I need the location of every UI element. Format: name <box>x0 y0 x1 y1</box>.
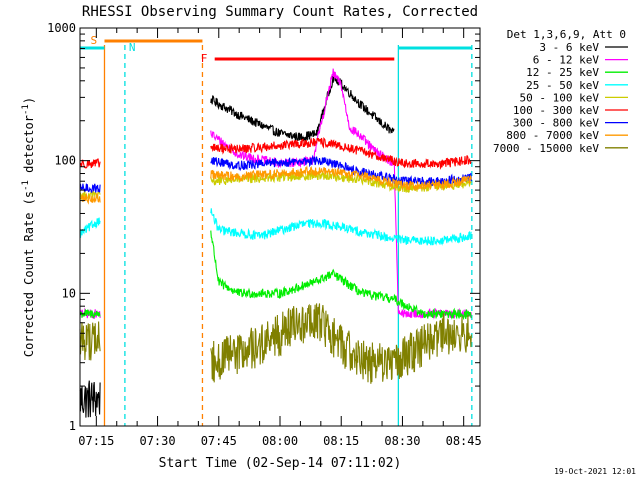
y-axis-label-sup2: -1 <box>21 104 31 115</box>
series-1 <box>79 68 472 320</box>
series-line-0-0 <box>79 380 101 418</box>
legend-label-2: 12 - 25 keV <box>526 66 599 79</box>
y-axis-ticks: 1 10 100 1000 <box>47 21 480 433</box>
series-3 <box>79 208 472 246</box>
x-tick-label-3: 08:00 <box>262 434 298 448</box>
series-7 <box>79 165 472 205</box>
series-line-7-1 <box>210 165 472 192</box>
y-tick-label-1: 10 <box>62 286 76 300</box>
x-tick-label-0: 07:15 <box>78 434 114 448</box>
night-label: N <box>129 41 136 54</box>
legend-label-4: 50 - 100 keV <box>520 91 600 104</box>
series-line-0-1 <box>210 74 395 142</box>
series-line-6-1 <box>210 154 472 187</box>
x-tick-label-2: 07:45 <box>201 434 237 448</box>
series-6 <box>79 154 472 193</box>
y-axis-label-mid: detector <box>22 115 36 180</box>
series-line-8-0 <box>79 321 101 361</box>
legend-title: Det 1,3,6,9, Att 0 <box>507 28 626 41</box>
x-axis-label: Start Time (02-Sep-14 07:11:02) <box>159 456 402 471</box>
y-tick-label-3: 1000 <box>47 21 76 35</box>
y-axis-label-end: ) <box>22 97 36 104</box>
x-tick-label-6: 08:45 <box>446 434 482 448</box>
timestamp: 19-Oct-2021 12:01 <box>554 467 636 476</box>
series-line-6-0 <box>79 183 101 193</box>
series-line-2-0 <box>79 308 101 319</box>
legend-label-3: 25 - 50 keV <box>526 79 599 92</box>
series-line-2-1 <box>210 230 472 321</box>
y-tick-label-2: 100 <box>54 154 76 168</box>
legend-label-6: 300 - 800 keV <box>513 117 599 130</box>
series-line-3-1 <box>210 208 472 246</box>
series-layer <box>79 68 472 418</box>
series-line-5-0 <box>79 158 101 169</box>
x-axis-ticks: 07:15 07:30 07:45 08:00 08:15 08:30 08:45 <box>78 28 482 448</box>
legend-label-8: 7000 - 15000 keV <box>493 142 599 155</box>
series-line-3-0 <box>79 217 101 238</box>
series-8 <box>79 303 472 384</box>
series-5 <box>79 136 472 170</box>
legend-label-1: 6 - 12 keV <box>533 54 600 67</box>
annotation-bars: S N F <box>80 34 472 65</box>
legend-label-7: 800 - 7000 keV <box>506 129 599 142</box>
x-tick-label-4: 08:15 <box>323 434 359 448</box>
series-2 <box>79 230 472 321</box>
legend-label-5: 100 - 300 keV <box>513 104 599 117</box>
y-axis-label-main: Corrected Count Rate (s <box>22 191 36 357</box>
series-line-8-1 <box>210 303 472 384</box>
y-axis-label: Corrected Count Rate (s-1 detector-1) <box>21 97 36 357</box>
y-tick-label-0: 1 <box>69 419 76 433</box>
saa-label: S <box>90 34 97 47</box>
legend-label-0: 3 - 6 keV <box>539 41 599 54</box>
flare-label: F <box>201 52 208 65</box>
y-axis-label-sup1: -1 <box>21 180 31 191</box>
series-line-7-0 <box>79 192 101 205</box>
chart-title: RHESSI Observing Summary Count Rates, Co… <box>82 4 478 20</box>
series-0 <box>79 74 395 418</box>
x-tick-label-1: 07:30 <box>139 434 175 448</box>
time-markers <box>103 45 473 426</box>
x-tick-label-5: 08:30 <box>384 434 420 448</box>
series-line-5-1 <box>210 136 472 170</box>
